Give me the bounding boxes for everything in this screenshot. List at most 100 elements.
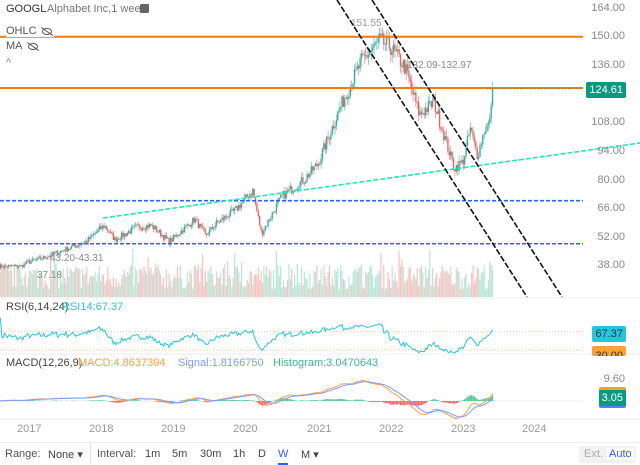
histogram-bar — [160, 401, 162, 403]
volume-bar — [150, 267, 152, 297]
interval-d[interactable]: D — [258, 448, 266, 460]
eye-hidden-icon[interactable] — [27, 42, 38, 50]
candle-body — [61, 250, 63, 252]
volume-bar — [104, 283, 106, 297]
volume-bar — [183, 288, 186, 297]
candle-body — [286, 190, 289, 192]
trend-line — [102, 142, 640, 219]
volume-bar — [462, 288, 464, 297]
volume-bar — [448, 274, 450, 297]
histogram-bar — [231, 399, 233, 401]
volume-bar — [302, 285, 304, 297]
candle-body — [120, 232, 123, 240]
price-tick: 108.00 — [591, 116, 625, 128]
candle-body — [373, 43, 375, 48]
candle-body — [302, 177, 304, 184]
interval-1h[interactable]: 1h — [233, 448, 246, 460]
histogram-bar — [155, 401, 158, 402]
volume-bar — [201, 254, 204, 297]
candle-body — [72, 244, 74, 247]
auto-button[interactable]: Auto — [607, 448, 634, 460]
histogram-bar — [222, 400, 225, 401]
candle-body — [256, 203, 258, 212]
histogram-bar — [281, 398, 283, 401]
interval-w[interactable]: W — [278, 448, 289, 465]
volume-bar — [139, 269, 141, 297]
candle-body — [277, 200, 279, 204]
ext-button[interactable]: Ext. — [584, 448, 603, 460]
volume-bar — [6, 267, 8, 297]
interval-30m[interactable]: 30m — [200, 448, 222, 460]
volume-bar — [398, 250, 400, 297]
volume-bar — [224, 264, 226, 297]
interval-1m[interactable]: 1m — [145, 448, 161, 460]
volume-bar — [268, 269, 271, 297]
eye-hidden-icon[interactable] — [41, 27, 52, 35]
volume-bar — [341, 270, 343, 297]
last-price-tag: 124.61 — [586, 82, 626, 98]
candle-body — [215, 220, 218, 226]
candle-body — [448, 151, 451, 156]
bottom-toolbar: Range: None ▾ Interval: 1m 5m 30m 1h D W… — [0, 442, 640, 465]
volume-bar — [324, 276, 326, 297]
volume-bar — [491, 269, 494, 297]
candle-body — [8, 265, 10, 268]
volume-bar — [319, 279, 321, 297]
histogram-bar — [479, 399, 481, 401]
histogram-bar — [434, 399, 436, 401]
candle-body — [12, 265, 14, 267]
histogram-bar — [108, 401, 110, 402]
candle-body — [9, 265, 11, 266]
details-icon[interactable] — [140, 4, 149, 13]
candle-body — [429, 101, 431, 103]
candle-body — [363, 54, 365, 56]
candle-body — [213, 228, 215, 230]
candle-body — [231, 208, 233, 210]
volume-bar — [465, 274, 467, 297]
histogram-bar — [234, 399, 236, 401]
histogram-bar — [302, 400, 304, 401]
collapse-icon[interactable]: ^ — [6, 57, 12, 69]
rsi-level-tag: 30.00 — [592, 346, 626, 356]
candle-body — [70, 246, 73, 249]
histogram-bar — [373, 401, 375, 403]
histogram-bar — [312, 400, 314, 401]
histogram-bar — [328, 399, 331, 401]
channel-line — [336, 0, 528, 298]
candle-body — [316, 163, 318, 167]
histogram-bar — [221, 400, 223, 401]
candle-body — [339, 106, 342, 110]
histogram-bar — [135, 400, 137, 401]
candle-body — [87, 237, 89, 243]
volume-bar — [144, 270, 146, 297]
histogram-bar — [436, 399, 438, 401]
histogram-bar — [326, 399, 328, 401]
volume-bar — [146, 273, 148, 297]
interval-5m[interactable]: 5m — [172, 448, 188, 460]
histogram-bar — [472, 395, 474, 401]
volume-bar — [250, 271, 252, 297]
ma-legend[interactable]: MA — [6, 40, 38, 52]
histogram-bar — [330, 399, 332, 401]
candle-body — [330, 134, 332, 140]
candle-body — [162, 235, 165, 240]
candle-body — [401, 66, 403, 68]
candle-body — [377, 38, 379, 42]
candle-body — [291, 186, 293, 194]
volume-bar — [220, 272, 222, 297]
volume-bar — [174, 276, 176, 297]
volume-bar — [97, 273, 99, 297]
histogram-bar — [91, 400, 94, 401]
volume-bar — [333, 285, 335, 297]
candle-body — [178, 235, 180, 237]
ohlc-legend[interactable]: OHLC — [6, 25, 54, 37]
range-select[interactable]: None ▾ — [48, 449, 83, 461]
candle-body — [73, 244, 75, 247]
volume-bar — [252, 284, 254, 297]
price-tick: 66.00 — [597, 202, 625, 214]
histogram-bar — [362, 399, 364, 401]
interval-m[interactable]: M ▾ — [301, 449, 319, 461]
volume-bar — [351, 284, 353, 297]
volume-bar — [356, 272, 358, 297]
